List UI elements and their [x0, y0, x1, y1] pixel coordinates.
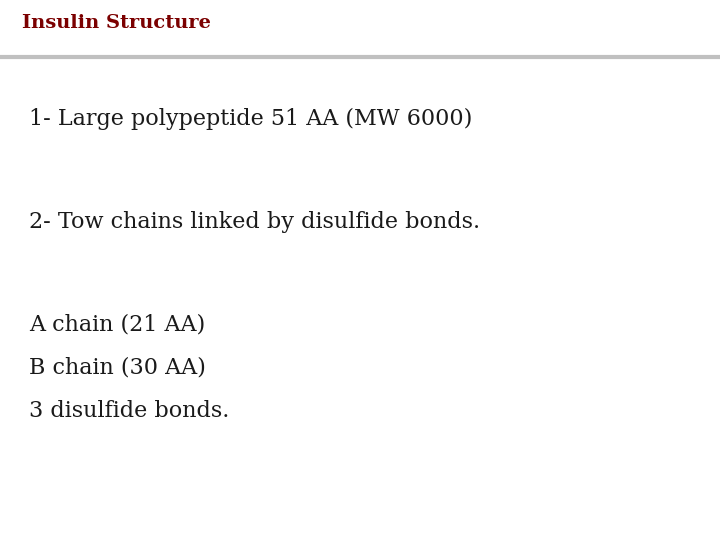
Text: B chain (30 AA): B chain (30 AA) — [29, 356, 206, 379]
Text: Insulin Structure: Insulin Structure — [22, 14, 210, 31]
Text: 2- Tow chains linked by disulfide bonds.: 2- Tow chains linked by disulfide bonds. — [29, 211, 480, 233]
Text: A chain (21 AA): A chain (21 AA) — [29, 313, 205, 335]
Text: 1- Large polypeptide 51 AA (MW 6000): 1- Large polypeptide 51 AA (MW 6000) — [29, 108, 472, 130]
Text: 3 disulfide bonds.: 3 disulfide bonds. — [29, 400, 229, 422]
